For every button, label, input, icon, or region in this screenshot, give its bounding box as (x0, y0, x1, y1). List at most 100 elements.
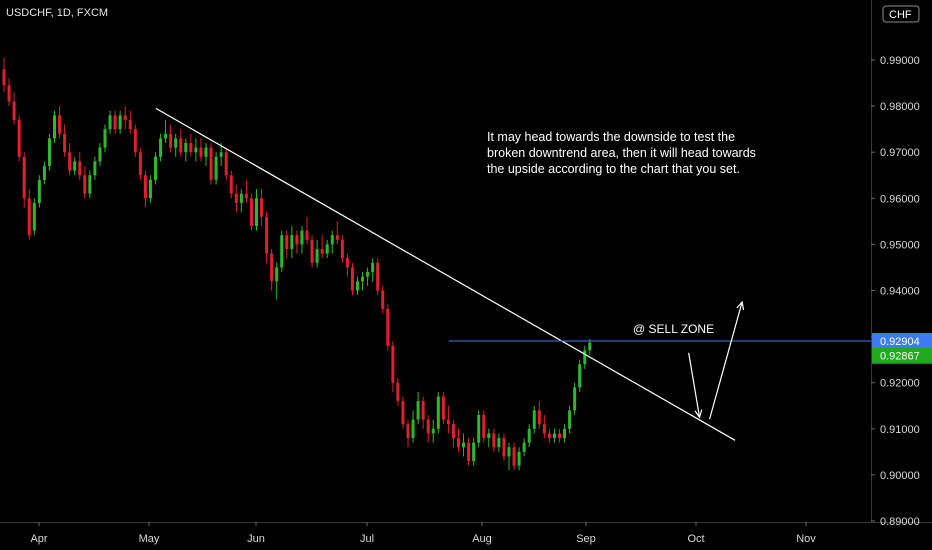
candle-body (47, 138, 51, 167)
candle-body (522, 442, 526, 452)
candle-body (381, 290, 385, 309)
candle-body (436, 396, 440, 429)
candle (280, 230, 284, 273)
candle-body (204, 147, 208, 157)
time-tick-label: Oct (687, 533, 704, 545)
time-axis[interactable]: Apr May Jun Jul Aug Sep Oct Nov (30, 522, 816, 545)
candle-body (350, 267, 354, 291)
candle-body (335, 235, 339, 240)
candle (83, 166, 87, 199)
candle (219, 142, 223, 167)
candle-body (93, 161, 97, 176)
candle (441, 391, 445, 425)
candle (431, 419, 435, 443)
candle (436, 391, 440, 434)
candle-body (426, 419, 430, 434)
candle (340, 235, 344, 263)
candle (482, 410, 486, 443)
candle-body (315, 249, 319, 263)
candle-body (260, 198, 264, 217)
candle-body (159, 138, 163, 157)
currency-badge[interactable]: CHF (882, 5, 920, 23)
candle (179, 129, 183, 157)
price-tick-label: 0.95000 (880, 239, 920, 251)
candle-body (53, 115, 56, 139)
candle (73, 156, 77, 176)
candle-body (58, 115, 62, 134)
candle (234, 184, 238, 213)
candle (426, 414, 430, 443)
candle-body (199, 147, 203, 157)
candle-body (563, 428, 567, 439)
price-tick-label: 0.89000 (880, 516, 920, 528)
analysis-note-line-3: the upside according to the chart that y… (487, 162, 740, 176)
candle-body (22, 156, 26, 199)
candle (290, 225, 294, 259)
projection-up-arrow (708, 301, 743, 420)
candle (118, 110, 122, 134)
candle (345, 253, 349, 277)
candle-body (138, 152, 142, 176)
time-tick-label: Sep (576, 533, 596, 545)
candle (209, 142, 213, 185)
candle (275, 262, 279, 300)
candle-body (547, 433, 551, 439)
candle (537, 401, 541, 429)
candle-body (482, 414, 486, 439)
currency-badge-label: CHF (889, 9, 912, 21)
downtrend-line[interactable] (155, 107, 736, 441)
candle (32, 198, 36, 236)
candle (396, 378, 400, 406)
candle (492, 428, 496, 452)
candle (169, 124, 173, 153)
candle (356, 276, 359, 296)
candle (78, 152, 82, 180)
sell-level-price-badge: 0.92904 (872, 333, 932, 350)
time-tick-label: Nov (796, 533, 816, 545)
last-price-text: 0.92867 (880, 351, 920, 363)
projection-arrows[interactable] (688, 300, 745, 420)
candle (214, 152, 218, 185)
candle-body (325, 244, 329, 254)
candle-body (108, 115, 112, 130)
candle-body (401, 401, 405, 425)
candle-body (280, 235, 284, 268)
candle (53, 110, 56, 143)
candle-body (148, 179, 152, 199)
candle (446, 405, 450, 434)
analysis-note[interactable]: It may head towards the downside to test… (487, 130, 756, 176)
analysis-note-line-2: broken downtrend area, then it will head… (487, 146, 756, 160)
candle-body (194, 147, 198, 153)
candle-body (512, 447, 516, 466)
candle-body (123, 115, 127, 120)
candle-body (265, 216, 269, 254)
candle-body (305, 230, 309, 240)
analysis-note-line-1: It may head towards the downside to test… (487, 130, 735, 144)
sell-zone-label[interactable]: @ SELL ZONE (633, 322, 714, 336)
candle-body (174, 138, 178, 148)
candle (204, 142, 208, 167)
candle-body (78, 161, 82, 176)
candle (17, 115, 21, 162)
arrow-down-icon (694, 409, 703, 419)
candle-body (366, 272, 370, 277)
candle-body (542, 424, 546, 434)
candle (542, 414, 546, 439)
candle-body (467, 442, 471, 462)
candle (295, 230, 299, 254)
candle-body (219, 152, 223, 157)
candle (462, 433, 466, 457)
candle (265, 212, 269, 263)
candle (154, 152, 157, 185)
candle-body (431, 428, 435, 434)
candle-body (552, 433, 556, 439)
candle-body (345, 258, 349, 268)
time-tick-label: Aug (472, 533, 492, 545)
candle (239, 189, 243, 213)
candle-body (376, 262, 380, 291)
candle-body (169, 133, 173, 148)
candle (7, 78, 11, 107)
time-tick-label: Apr (30, 533, 47, 545)
